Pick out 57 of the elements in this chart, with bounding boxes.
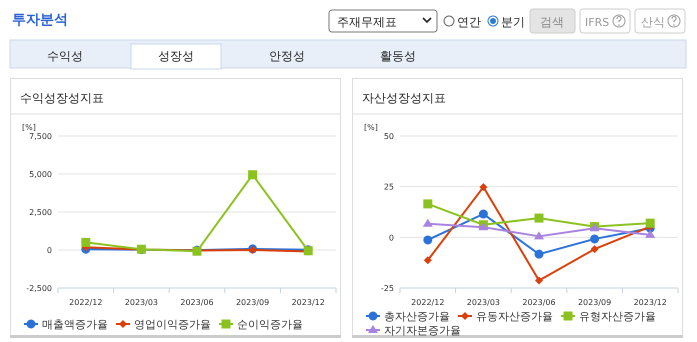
x-tick-label: 2023/06 [522, 298, 556, 307]
y-tick-label: 25 [384, 182, 394, 192]
y-axis-title: [%] [22, 123, 36, 132]
y-axis-title: [%] [364, 123, 378, 132]
point [590, 234, 600, 244]
text: IFRS [585, 16, 610, 29]
text: 투자분석 [12, 12, 68, 28]
point [535, 276, 543, 284]
point [423, 235, 432, 244]
x-tick-label: 2023/12 [292, 298, 325, 307]
point [248, 170, 258, 180]
text: 산식 [641, 15, 665, 29]
x-tick-label: 2023/09 [236, 298, 270, 307]
x-tick-label: 2022/12 [69, 298, 102, 307]
legend-label: 순이익증가율 [237, 318, 303, 331]
x-tick-label: 2023/12 [634, 298, 667, 307]
point [534, 231, 544, 240]
text: 안정성 [269, 49, 305, 63]
y-tick-label: -2,500 [26, 284, 52, 293]
text: 주재무제표 [337, 15, 397, 29]
point [534, 214, 544, 223]
legend-label: 영업이익증가율 [134, 318, 211, 331]
y-tick-label: 5,000 [29, 170, 52, 179]
text: 활동성 [380, 49, 416, 63]
text: 성장성 [158, 49, 194, 63]
text: 연간 [457, 15, 481, 29]
point [423, 199, 432, 208]
x-tick-label: 2023/03 [466, 298, 500, 307]
legend-label: 총자산증가율 [384, 310, 450, 323]
point [422, 218, 433, 227]
point [81, 238, 90, 247]
point [424, 256, 432, 264]
legend-label: 유동자산증가율 [476, 310, 553, 323]
text: 분기 [501, 15, 525, 29]
point [534, 250, 544, 259]
y-tick-label: 0 [388, 233, 394, 242]
y-tick-label: 50 [384, 132, 394, 141]
y-tick-label: -25 [380, 284, 394, 293]
chart-title: 자산성장성지표 [362, 91, 446, 105]
y-tick-label: 2,500 [29, 208, 52, 217]
chart-title: 수익성장성지표 [20, 91, 104, 105]
x-tick-label: 2023/03 [124, 298, 158, 307]
legend-label: 매출액증가율 [42, 318, 108, 331]
point [590, 245, 599, 254]
x-tick-label: 2023/06 [180, 298, 214, 307]
y-tick-label: 7,500 [29, 132, 52, 141]
point [646, 218, 655, 228]
x-tick-label: 2023/09 [578, 298, 612, 307]
point [645, 230, 656, 238]
point [479, 183, 488, 192]
x-tick-label: 2022/12 [411, 298, 444, 307]
text: 검색 [540, 15, 564, 29]
y-tick-label: 0 [46, 246, 52, 255]
legend-label: 유형자산증가율 [579, 310, 656, 323]
text: 수익성 [47, 49, 83, 63]
point [478, 210, 488, 219]
legend-label: 자기자본증가율 [384, 324, 461, 337]
